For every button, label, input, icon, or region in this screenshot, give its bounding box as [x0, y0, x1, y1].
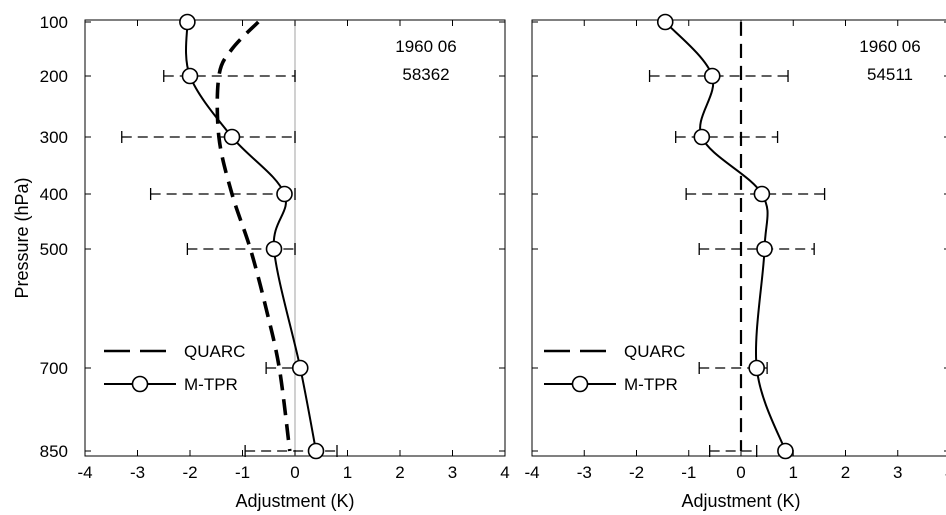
x-tick-label: 1: [343, 463, 352, 482]
x-tick-label: -4: [77, 463, 92, 482]
legend-m-tpr-label: M-TPR: [624, 375, 678, 394]
x-tick-label: -3: [130, 463, 145, 482]
x-tick-label: 1: [789, 463, 798, 482]
y-axis-title: Pressure (hPa): [12, 177, 32, 298]
y-tick-label: 700: [40, 359, 68, 378]
m-tpr-marker: [777, 442, 794, 460]
y-tick-label: 300: [40, 128, 68, 147]
legend-m-tpr-marker: [131, 375, 149, 393]
x-tick-label: -3: [577, 463, 592, 482]
legend-quarc-label: QUARC: [184, 342, 245, 361]
annotation-line: 58362: [402, 65, 449, 84]
m-tpr-marker: [223, 128, 241, 146]
x-tick-label: -1: [681, 463, 696, 482]
x-tick-label: -2: [629, 463, 644, 482]
y-tick-label: 850: [40, 442, 68, 461]
m-tpr-series-line: [664, 21, 787, 452]
x-tick-label: -4: [524, 463, 539, 482]
x-tick-label: 3: [448, 463, 457, 482]
m-tpr-marker: [179, 13, 196, 31]
m-tpr-marker: [181, 67, 199, 85]
x-axis-title: Adjustment (K): [681, 491, 800, 511]
x-tick-label: 0: [736, 463, 745, 482]
m-tpr-marker: [656, 13, 674, 31]
m-tpr-marker: [748, 359, 765, 377]
y-tick-label: 500: [40, 240, 68, 259]
quarc-series-line: [215, 20, 292, 452]
m-tpr-marker: [265, 240, 283, 258]
m-tpr-marker: [307, 442, 325, 460]
y-tick-label: 200: [40, 67, 68, 86]
m-tpr-marker: [291, 359, 309, 377]
legend-m-tpr-marker: [571, 375, 589, 393]
x-tick-label: 2: [841, 463, 850, 482]
chart-panel-left: -4 -3 -2 -1 0 1 2 3 4 Adjustment (K) 100 200 300 400 5…: [12, 13, 510, 511]
m-tpr-marker: [703, 67, 721, 85]
m-tpr-marker: [693, 128, 711, 146]
legend-quarc-label: QUARC: [624, 342, 685, 361]
annotation-line: 54511: [867, 65, 913, 84]
plot-frame: [531, 19, 946, 457]
x-tick-label: -1: [235, 463, 250, 482]
x-tick-label: 0: [290, 463, 299, 482]
y-tick-label: 100: [40, 13, 68, 32]
x-axis-title: Adjustment (K): [235, 491, 354, 511]
x-tick-label: 3: [893, 463, 902, 482]
x-tick-label: -2: [182, 463, 197, 482]
x-tick-label: 4: [500, 463, 509, 482]
m-tpr-marker: [756, 240, 773, 258]
legend-m-tpr-label: M-TPR: [184, 375, 238, 394]
x-tick-label: 2: [395, 463, 404, 482]
annotation-line: 1960 06: [395, 37, 456, 56]
m-tpr-marker: [276, 185, 293, 203]
y-tick-label: 400: [40, 185, 68, 204]
m-tpr-marker: [753, 185, 771, 203]
annotation-line: 1960 06: [859, 37, 920, 56]
